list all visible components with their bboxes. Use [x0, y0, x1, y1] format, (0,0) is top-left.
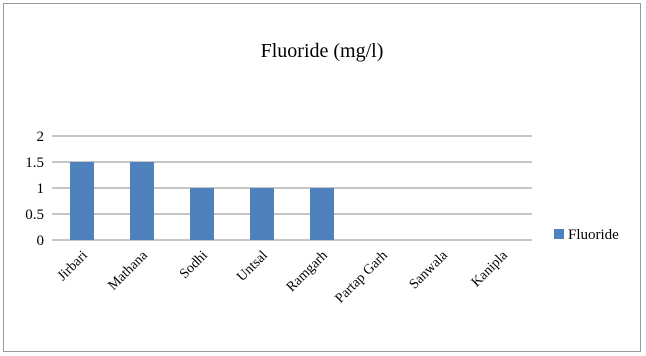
gridlines — [52, 135, 532, 241]
bar-untsal — [250, 188, 274, 240]
legend: Fluoride — [554, 227, 619, 243]
legend-label-fluoride: Fluoride — [568, 227, 619, 243]
x-tick-label: Jirbari — [55, 248, 91, 284]
bars — [70, 162, 334, 240]
x-tick-label: Partap Garh — [333, 248, 391, 306]
y-tick-label: 2 — [37, 129, 45, 145]
x-axis-ticks: Jirbari Mathana Sodhi Untsal Ramgarh Partap G… — [55, 248, 511, 307]
y-axis-ticks: 0 0.5 1 1.5 2 — [25, 129, 44, 249]
bar-mathana — [130, 162, 154, 240]
chart-frame — [3, 3, 641, 352]
chart-title: Fluoride (mg/l) — [261, 40, 384, 62]
legend-swatch-fluoride — [554, 229, 564, 239]
bar-jirbari — [70, 162, 94, 240]
y-tick-label: 0 — [37, 233, 45, 249]
x-tick-label: Untsal — [234, 248, 271, 285]
bar-ramgarh — [310, 188, 334, 240]
x-tick-label: Sanwala — [407, 248, 452, 293]
x-tick-label: Mathana — [106, 248, 152, 294]
x-tick-label: Sodhi — [177, 248, 211, 282]
x-tick-label: Kanipla — [469, 248, 511, 290]
y-tick-label: 1 — [37, 181, 45, 197]
bar-sodhi — [190, 188, 214, 240]
y-tick-label: 0.5 — [25, 207, 44, 223]
y-tick-label: 1.5 — [25, 155, 44, 171]
x-tick-label: Ramgarh — [284, 248, 331, 295]
